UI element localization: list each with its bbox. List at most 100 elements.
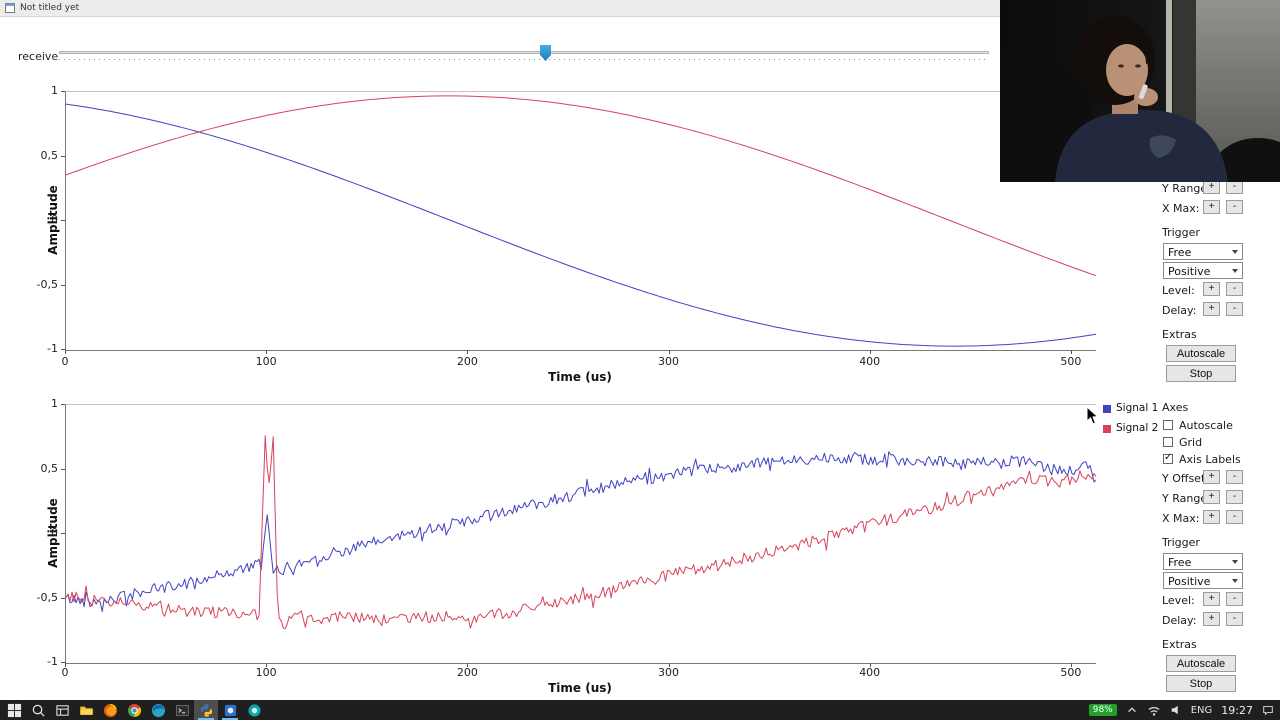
chevron-down-icon xyxy=(1232,560,1238,564)
increment-button[interactable]: + xyxy=(1203,282,1220,296)
decrement-button[interactable]: - xyxy=(1226,302,1243,316)
increment-button[interactable]: + xyxy=(1203,470,1220,484)
window-title: Not titled yet xyxy=(20,3,80,13)
dropdown-free[interactable]: Free xyxy=(1163,243,1243,260)
wifi-icon[interactable] xyxy=(1147,704,1161,717)
x-tick-mark xyxy=(65,663,66,667)
decrement-button[interactable]: - xyxy=(1226,612,1243,626)
signal-2-trace xyxy=(66,95,1096,277)
taskbar-search-button[interactable] xyxy=(26,700,50,720)
window-titlebar[interactable]: Not titled yet xyxy=(0,0,1280,17)
x-tick-mark xyxy=(668,350,670,354)
x-tick-mark xyxy=(668,663,670,667)
slider-label: receive xyxy=(18,50,59,63)
increment-button[interactable]: + xyxy=(1203,510,1220,524)
x-tick-mark xyxy=(1070,350,1072,354)
y-tick-label: 0 xyxy=(51,213,58,226)
increment-button[interactable]: + xyxy=(1203,612,1220,626)
taskbar-blue-app-icon[interactable] xyxy=(218,700,242,720)
x-tick-mark xyxy=(266,663,268,667)
autoscale-button[interactable]: Autoscale xyxy=(1166,655,1236,672)
increment-button[interactable]: + xyxy=(1203,200,1220,214)
x-tick-mark xyxy=(467,350,469,354)
language-indicator[interactable]: ENG xyxy=(1190,704,1213,716)
signal-1-trace xyxy=(66,103,1096,347)
increment-button[interactable]: + xyxy=(1203,180,1220,194)
legend-label: Signal 1 xyxy=(1116,402,1159,414)
checkbox-axis-labels[interactable]: ✓ xyxy=(1163,452,1173,464)
taskbar-teal-app-icon[interactable] xyxy=(242,700,266,720)
dropdown-positive[interactable]: Positive xyxy=(1163,262,1243,279)
battery-indicator[interactable]: 98% xyxy=(1088,704,1117,716)
section-header: Trigger xyxy=(1162,226,1200,239)
taskbar-file-explorer-icon[interactable] xyxy=(74,700,98,720)
receive-slider[interactable] xyxy=(59,45,989,63)
taskbar-terminal-icon[interactable] xyxy=(170,700,194,720)
taskbar-task-view-button[interactable] xyxy=(50,700,74,720)
decrement-button[interactable]: - xyxy=(1226,490,1243,504)
taskbar: 98% ENG 19:27 xyxy=(0,700,1280,720)
legend-label: Signal 2 xyxy=(1116,422,1159,434)
x-tick-label: 200 xyxy=(456,666,478,679)
x-tick-label: 500 xyxy=(1060,666,1082,679)
y-tick-mark xyxy=(61,284,65,286)
taskbar-edge-icon[interactable] xyxy=(146,700,170,720)
x-axis-label: Time (us) xyxy=(548,681,612,695)
chevron-down-icon xyxy=(1232,269,1238,273)
checkbox-autoscale[interactable] xyxy=(1163,420,1173,430)
taskbar-firefox-icon[interactable] xyxy=(98,700,122,720)
section-header: Axes xyxy=(1162,401,1189,414)
x-tick-label: 0 xyxy=(61,355,69,368)
speaker-icon[interactable] xyxy=(1170,704,1182,716)
x-tick-label: 300 xyxy=(658,666,680,679)
spin-label: X Max: xyxy=(1162,512,1200,525)
x-tick-mark xyxy=(869,663,871,667)
section-header: Extras xyxy=(1162,328,1197,341)
top-waveform-plot[interactable] xyxy=(65,91,1096,351)
slider-handle[interactable] xyxy=(540,45,551,61)
decrement-button[interactable]: - xyxy=(1226,592,1243,606)
stop-button[interactable]: Stop xyxy=(1166,365,1236,382)
x-axis-label: Time (us) xyxy=(548,370,612,384)
chevron-up-icon[interactable] xyxy=(1126,704,1138,716)
autoscale-button[interactable]: Autoscale xyxy=(1166,345,1236,362)
spin-label: Delay: xyxy=(1162,304,1197,317)
chevron-down-icon xyxy=(1232,579,1238,583)
y-tick-label: 1 xyxy=(51,84,58,97)
webcam-video xyxy=(1000,0,1280,182)
decrement-button[interactable]: - xyxy=(1226,470,1243,484)
increment-button[interactable]: + xyxy=(1203,490,1220,504)
decrement-button[interactable]: - xyxy=(1226,180,1243,194)
increment-button[interactable]: + xyxy=(1203,302,1220,316)
decrement-button[interactable]: - xyxy=(1226,510,1243,524)
notification-icon[interactable] xyxy=(1262,704,1274,716)
taskbar-start-button[interactable] xyxy=(2,700,26,720)
x-tick-mark xyxy=(467,663,469,667)
stop-button[interactable]: Stop xyxy=(1166,675,1236,692)
y-tick-mark xyxy=(61,155,65,157)
checkbox-grid[interactable] xyxy=(1163,437,1173,447)
taskbar-python-app-icon[interactable] xyxy=(194,700,218,720)
y-tick-label: -1 xyxy=(47,342,58,355)
decrement-button[interactable]: - xyxy=(1226,200,1243,214)
dropdown-positive[interactable]: Positive xyxy=(1163,572,1243,589)
clock[interactable]: 19:27 xyxy=(1221,703,1253,717)
increment-button[interactable]: + xyxy=(1203,592,1220,606)
y-tick-label: -0,5 xyxy=(36,590,58,604)
decrement-button[interactable]: - xyxy=(1226,282,1243,296)
dropdown-free[interactable]: Free xyxy=(1163,553,1243,570)
bottom-waveform-plot[interactable] xyxy=(65,404,1096,664)
checkbox-label: Autoscale xyxy=(1179,419,1233,432)
slider-ticks xyxy=(59,59,989,60)
x-tick-mark xyxy=(1070,663,1072,667)
x-tick-label: 100 xyxy=(255,666,277,679)
y-tick-mark xyxy=(61,662,65,663)
x-tick-label: 500 xyxy=(1060,355,1082,368)
signal-1-trace xyxy=(66,451,1096,612)
check-mark: ✓ xyxy=(1164,452,1173,463)
taskbar-chrome-icon[interactable] xyxy=(122,700,146,720)
y-tick-label: 1 xyxy=(51,397,58,410)
dropdown-value: Positive xyxy=(1168,575,1211,588)
y-tick-label: 0,5 xyxy=(40,148,59,162)
